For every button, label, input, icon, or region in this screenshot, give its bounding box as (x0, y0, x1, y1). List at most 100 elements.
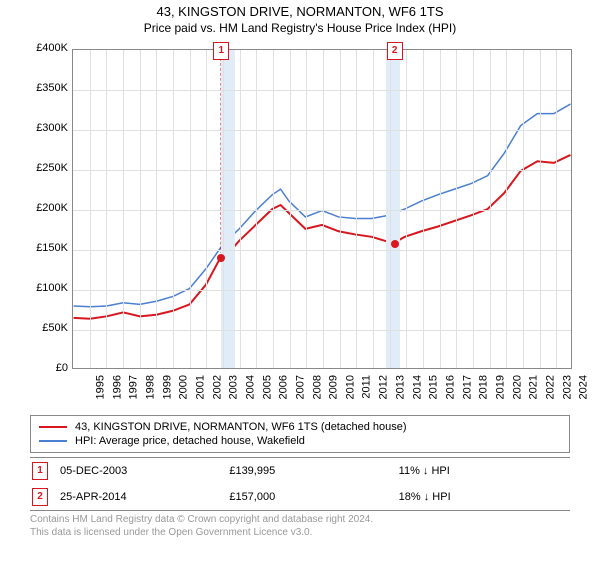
x-tick-label: 2018 (478, 375, 490, 399)
x-tick-label: 2011 (360, 375, 372, 399)
x-tick-label: 2010 (344, 375, 356, 399)
legend-label: HPI: Average price, detached house, Wake… (75, 435, 305, 447)
tx-number-mark: 1 (32, 462, 48, 480)
x-tick-label: 2023 (561, 375, 573, 399)
gridline-v (240, 50, 241, 368)
gridline-v (456, 50, 457, 368)
x-tick-label: 2009 (328, 375, 340, 399)
x-tick-label: 2015 (428, 375, 440, 399)
y-tick-label: £200K (36, 202, 68, 214)
x-tick-label: 2006 (278, 375, 290, 399)
x-tick-label: 2000 (178, 375, 190, 399)
legend-swatch (39, 440, 67, 442)
tx-number-mark: 2 (32, 488, 48, 506)
tx-delta: 18% ↓ HPI (399, 491, 568, 503)
gridline-h (73, 90, 571, 91)
gridline-h (73, 290, 571, 291)
gridline-v (206, 50, 207, 368)
x-tick-label: 2004 (244, 375, 256, 399)
x-tick-label: 2024 (578, 375, 590, 399)
x-tick-label: 2001 (194, 375, 206, 399)
line-canvas (73, 50, 571, 368)
x-tick-label: 1997 (128, 375, 140, 399)
x-tick-label: 2003 (228, 375, 240, 399)
gridline-v (423, 50, 424, 368)
gridline-v (290, 50, 291, 368)
transaction-row: 1 05-DEC-2003£139,99511% ↓ HPI (30, 458, 570, 484)
x-tick-label: 2002 (211, 375, 223, 399)
series-line (74, 155, 571, 319)
legend-swatch (39, 426, 67, 428)
gridline-v (523, 50, 524, 368)
highlight-band (386, 50, 399, 368)
x-tick-label: 2007 (294, 375, 306, 399)
y-tick-label: £350K (36, 82, 68, 94)
gridline-v (540, 50, 541, 368)
gridline-v (106, 50, 107, 368)
x-tick-label: 2021 (528, 375, 540, 399)
gridline-v (340, 50, 341, 368)
gridline-h (73, 130, 571, 131)
legend-item: HPI: Average price, detached house, Wake… (39, 434, 561, 448)
gridline-v (356, 50, 357, 368)
gridline-v (140, 50, 141, 368)
x-tick-label: 2012 (378, 375, 390, 399)
price-point-dot (391, 240, 399, 248)
gridline-v (256, 50, 257, 368)
legend: 43, KINGSTON DRIVE, NORMANTON, WF6 1TS (… (30, 415, 570, 453)
y-tick-label: £50K (42, 322, 68, 334)
gridline-h (73, 170, 571, 171)
series-line (74, 104, 571, 307)
legend-label: 43, KINGSTON DRIVE, NORMANTON, WF6 1TS (… (75, 421, 407, 433)
gridline-h (73, 330, 571, 331)
gridline-v (190, 50, 191, 368)
x-tick-label: 1998 (144, 375, 156, 399)
gridline-h (73, 250, 571, 251)
chart-subtitle: Price paid vs. HM Land Registry's House … (0, 21, 600, 35)
gridline-v (90, 50, 91, 368)
tx-delta: 11% ↓ HPI (399, 465, 568, 477)
transaction-table: 1 05-DEC-2003£139,99511% ↓ HPI 2 25-APR-201… (30, 457, 570, 511)
y-tick-label: £250K (36, 162, 68, 174)
x-tick-label: 1995 (94, 375, 106, 399)
x-tick-label: 2008 (311, 375, 323, 399)
y-tick-label: £100K (36, 282, 68, 294)
price-point-dot (217, 254, 225, 262)
tx-date: 25-APR-2014 (60, 491, 229, 503)
transaction-row: 2 25-APR-2014£157,00018% ↓ HPI (30, 484, 570, 510)
chart-area: 12 £0£50K£100K£150K£200K£250K£300K£350K£… (20, 39, 580, 409)
x-tick-label: 2019 (494, 375, 506, 399)
gridline-v (556, 50, 557, 368)
x-tick-label: 2020 (511, 375, 523, 399)
footer-line-2: This data is licensed under the Open Gov… (30, 526, 570, 539)
gridline-v (123, 50, 124, 368)
x-tick-label: 2005 (261, 375, 273, 399)
gridline-v (473, 50, 474, 368)
tx-date: 05-DEC-2003 (60, 465, 229, 477)
footer-line-1: Contains HM Land Registry data © Crown c… (30, 513, 570, 526)
gridline-v (490, 50, 491, 368)
tx-price: £157,000 (229, 491, 398, 503)
footer-text: Contains HM Land Registry data © Crown c… (30, 513, 570, 539)
gridline-v (373, 50, 374, 368)
gridline-v (390, 50, 391, 368)
gridline-v (440, 50, 441, 368)
gridline-h (73, 210, 571, 211)
x-tick-label: 2016 (444, 375, 456, 399)
legend-item: 43, KINGSTON DRIVE, NORMANTON, WF6 1TS (… (39, 420, 561, 434)
gridline-v (273, 50, 274, 368)
y-tick-label: £150K (36, 242, 68, 254)
x-tick-label: 2017 (461, 375, 473, 399)
y-tick-label: £400K (36, 42, 68, 54)
chart-title: 43, KINGSTON DRIVE, NORMANTON, WF6 1TS (0, 4, 600, 19)
x-tick-label: 2013 (394, 375, 406, 399)
x-tick-label: 2014 (411, 375, 423, 399)
gridline-v (223, 50, 224, 368)
y-tick-label: £300K (36, 122, 68, 134)
x-tick-label: 2022 (544, 375, 556, 399)
gridline-v (323, 50, 324, 368)
marker-number-box: 1 (213, 42, 229, 60)
tx-price: £139,995 (229, 465, 398, 477)
gridline-v (506, 50, 507, 368)
x-tick-label: 1996 (111, 375, 123, 399)
